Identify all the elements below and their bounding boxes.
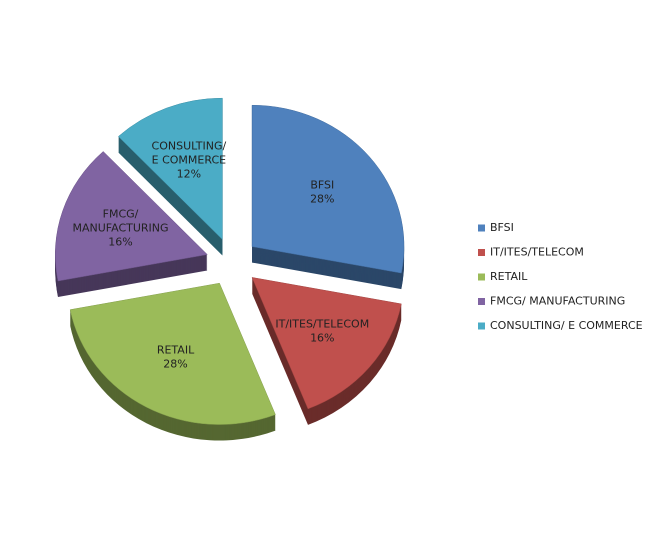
legend-label: RETAIL — [490, 270, 528, 283]
slice-value-label: 12% — [177, 168, 201, 181]
slice-value-label: 16% — [108, 235, 132, 248]
slice-label: FMCG/ — [103, 207, 139, 220]
slice-label: IT/ITES/TELECOM — [275, 317, 369, 330]
pie-slice — [251, 104, 405, 274]
pie-slice — [251, 277, 402, 410]
legend-label: BFSI — [490, 221, 514, 234]
legend-swatch — [478, 322, 485, 330]
slice-value-label: 16% — [310, 331, 334, 344]
legend-label: IT/ITES/TELECOM — [490, 246, 584, 259]
slice-label: CONSULTING/ — [152, 140, 227, 153]
slice-label: E COMMERCE — [152, 154, 226, 167]
slice-label: BFSI — [310, 179, 334, 192]
legend-swatch — [478, 224, 485, 232]
legend-swatch — [478, 273, 485, 281]
legend-label: CONSULTING/ E COMMERCE — [490, 319, 643, 332]
legend-swatch — [478, 249, 485, 256]
legend-swatch — [478, 298, 485, 305]
pie-slice — [118, 97, 223, 241]
slice-value-label: 28% — [163, 358, 187, 371]
slice-value-label: 28% — [310, 193, 334, 206]
pie-slice — [55, 151, 208, 282]
pie-slice — [69, 282, 276, 425]
slice-label: RETAIL — [157, 344, 195, 357]
slice-label: MANUFACTURING — [73, 221, 169, 234]
legend-label: FMCG/ MANUFACTURING — [490, 295, 625, 308]
